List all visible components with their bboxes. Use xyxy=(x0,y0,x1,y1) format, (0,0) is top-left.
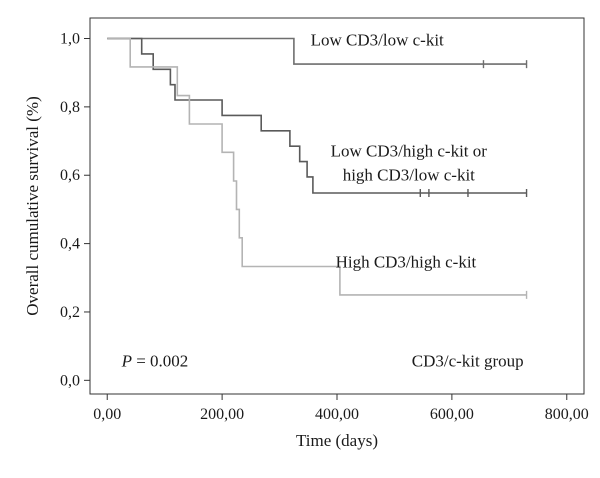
x-tick-label: 800,00 xyxy=(545,406,589,423)
series-line-2 xyxy=(107,37,527,296)
series-line-0 xyxy=(107,37,527,65)
series-layer xyxy=(107,37,528,299)
series-label-line: Low CD3/high c-kit or xyxy=(331,141,488,160)
series-label-2: High CD3/high c-kit xyxy=(336,253,477,272)
x-axis-title: Time (days) xyxy=(296,431,378,450)
series-label-line: high CD3/low c-kit xyxy=(343,165,475,184)
y-axis: 0,0 0,2 0,4 0,6 0,8 1,0 xyxy=(60,31,90,389)
plot-frame xyxy=(89,17,585,395)
group-label: CD3/c-kit group xyxy=(412,352,524,371)
series-label-1: Low CD3/high c-kit or high CD3/low c-kit xyxy=(331,141,488,184)
x-tick-label: 600,00 xyxy=(430,406,474,423)
y-tick-label: 0,8 xyxy=(60,99,80,116)
p-value-annotation: P = 0.002 xyxy=(121,352,189,371)
y-tick-label: 0,0 xyxy=(60,372,80,389)
x-axis: 0,00 200,00 400,00 600,00 800,00 xyxy=(93,394,589,423)
x-tick-label: 400,00 xyxy=(315,406,359,423)
y-tick-label: 1,0 xyxy=(60,31,80,48)
series-label-0: Low CD3/low c-kit xyxy=(311,30,444,49)
label-layer: Low CD3/low c-kit Low CD3/high c-kit or hi… xyxy=(311,30,488,271)
x-tick-label: 0,00 xyxy=(93,406,121,423)
y-tick-label: 0,4 xyxy=(60,236,80,253)
y-tick-label: 0,2 xyxy=(60,304,80,321)
p-value-text: = 0.002 xyxy=(132,352,188,371)
y-axis-title: Overall cumulative survival (%) xyxy=(23,96,42,316)
y-tick-label: 0,6 xyxy=(60,167,80,184)
p-value-prefix: P xyxy=(121,352,132,371)
x-tick-label: 200,00 xyxy=(200,406,244,423)
series-line-1 xyxy=(107,37,527,194)
